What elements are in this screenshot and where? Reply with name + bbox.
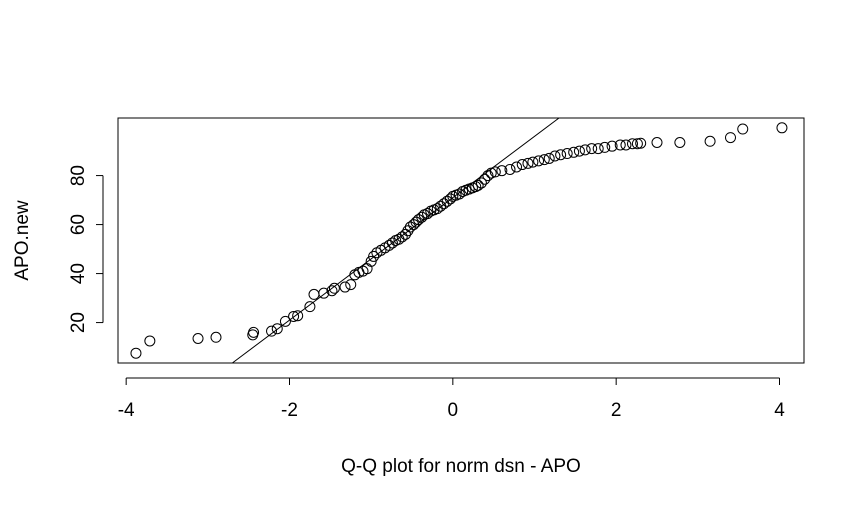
x-tick-label: 2 <box>611 400 622 421</box>
x-axis: -4 -2 0 2 4 <box>118 377 785 421</box>
y-axis: 20 40 60 80 <box>68 165 104 333</box>
data-point <box>402 225 414 237</box>
data-point <box>444 193 456 205</box>
data-point <box>271 323 283 335</box>
data-point <box>326 285 338 297</box>
data-point <box>549 150 561 162</box>
data-point <box>482 170 494 182</box>
data-point <box>386 237 398 249</box>
data-point <box>496 165 508 177</box>
x-tick-label: -4 <box>118 400 135 421</box>
data-point <box>737 123 749 135</box>
data-point <box>635 137 647 149</box>
data-point <box>620 139 632 151</box>
data-point <box>144 335 156 347</box>
data-point <box>776 122 788 134</box>
data-point <box>651 137 663 148</box>
data-points <box>130 122 788 359</box>
data-point <box>725 132 736 144</box>
data-point <box>573 145 585 157</box>
data-point <box>504 163 516 175</box>
data-point <box>192 333 204 344</box>
data-point <box>606 140 618 152</box>
data-point <box>288 310 300 322</box>
data-point <box>210 331 222 343</box>
data-point <box>266 325 278 337</box>
data-point <box>304 301 316 313</box>
data-point <box>704 135 716 147</box>
data-point <box>527 156 539 168</box>
data-point <box>453 188 465 200</box>
data-point <box>522 157 534 169</box>
y-tick-label: 40 <box>68 263 89 284</box>
data-point <box>365 255 377 267</box>
data-point <box>130 347 142 359</box>
data-point <box>328 282 340 294</box>
data-point <box>561 148 573 160</box>
data-point <box>627 138 638 150</box>
data-point <box>396 231 408 243</box>
data-point <box>533 155 545 167</box>
data-point <box>489 166 501 178</box>
data-point <box>475 177 487 189</box>
y-tick-label: 60 <box>68 214 89 235</box>
data-point <box>485 167 497 179</box>
y-axis-title: APO.new <box>12 200 33 281</box>
data-point <box>479 173 491 185</box>
data-point <box>470 181 482 193</box>
data-point <box>568 146 580 158</box>
data-point <box>555 149 567 161</box>
data-point <box>586 143 598 155</box>
y-tick-label: 20 <box>68 312 89 333</box>
data-point <box>592 143 604 155</box>
data-point <box>538 154 550 166</box>
data-point <box>631 138 643 150</box>
data-point <box>292 310 304 322</box>
x-tick-label: -2 <box>281 400 298 421</box>
data-point <box>345 279 357 291</box>
data-point <box>579 144 591 156</box>
x-tick-label: 0 <box>448 400 459 421</box>
y-tick-label: 80 <box>68 165 89 186</box>
data-point <box>516 159 528 171</box>
data-point <box>614 139 626 151</box>
data-point <box>674 137 686 148</box>
data-point <box>511 161 523 173</box>
data-point <box>279 315 291 327</box>
data-point <box>472 179 484 191</box>
data-point <box>422 208 434 220</box>
plot-frame <box>117 117 805 364</box>
x-axis-title: Q-Q plot for norm dsn - APO <box>341 456 581 477</box>
data-point <box>416 211 428 223</box>
data-point <box>248 326 260 338</box>
data-point <box>318 287 330 299</box>
data-point <box>339 281 351 293</box>
reference-line <box>232 117 560 364</box>
data-point <box>543 152 555 164</box>
data-point <box>599 141 611 153</box>
x-tick-label: 4 <box>774 400 785 421</box>
data-point <box>368 250 380 262</box>
